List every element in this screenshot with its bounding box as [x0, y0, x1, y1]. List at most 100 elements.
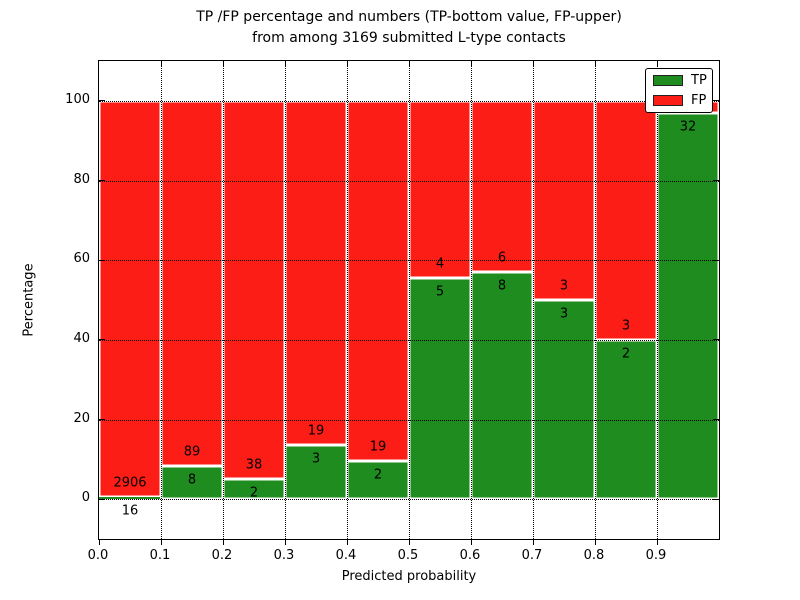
bar-segment-fp: [409, 100, 471, 278]
legend-label-tp: TP: [691, 73, 707, 89]
bar-segment-fp: [595, 100, 657, 340]
x-tick-label: 0.1: [149, 548, 171, 563]
x-tick-mark-top: [284, 61, 286, 67]
y-tick-label: 60: [73, 251, 90, 267]
bar-count-label-tp: 3: [559, 306, 569, 322]
bar-segment-tp: [99, 496, 161, 500]
bar-segment-tp: [471, 271, 533, 500]
chart-title-line1: TP /FP percentage and numbers (TP-bottom…: [196, 9, 622, 25]
bar-segment-fp: [161, 100, 223, 467]
grid-line-v: [533, 61, 534, 539]
x-tick-label: 0.7: [521, 548, 543, 563]
x-tick-mark: [532, 539, 534, 545]
legend-swatch-fp-icon: [653, 94, 683, 106]
bar-count-label-tp: 3: [311, 451, 321, 467]
y-tick-mark: [99, 180, 105, 181]
x-axis-label: Predicted probability: [341, 569, 477, 584]
bar-count-label-fp: 19: [369, 439, 387, 455]
x-tick-label: 0.5: [397, 548, 419, 563]
x-tick-label: 0.2: [211, 548, 233, 563]
bar-count-label-fp: 6: [497, 250, 507, 266]
y-tick-mark: [99, 339, 105, 341]
legend-swatch-tp-icon: [653, 75, 683, 87]
y-tick-mark: [99, 100, 105, 102]
x-tick-mark: [408, 539, 410, 545]
bar-segment-fp: [347, 100, 409, 462]
bar-count-label-fp: 38: [245, 457, 263, 473]
y-axis-label: Percentage: [21, 263, 37, 337]
chart-title-line2: from among 3169 submitted L-type contact…: [252, 30, 566, 46]
legend: TP FP: [645, 68, 713, 113]
grid-line-v: [595, 61, 596, 539]
y-tick-label: 20: [73, 410, 90, 426]
y-tick-mark: [99, 498, 105, 500]
bar-count-label-tp: 2: [249, 485, 259, 501]
x-tick-label: 0.6: [459, 548, 481, 563]
bar-segment-tp: [533, 300, 595, 500]
y-tick-mark-right: [713, 100, 719, 102]
plot-area: 29061689838219319245683332132: [98, 60, 720, 545]
x-tick-mark-top: [656, 61, 658, 67]
bar-count-label-tp: 8: [187, 472, 197, 488]
x-tick-mark: [594, 539, 596, 545]
y-tick-label: 80: [73, 171, 90, 187]
bar-segment-tp: [347, 461, 409, 500]
bar-segment-tp: [223, 479, 285, 500]
y-tick-label: 40: [73, 330, 90, 346]
bar-segment-fp: [533, 100, 595, 300]
bar-segment-fp: [471, 100, 533, 272]
legend-item-tp: TP: [653, 74, 712, 87]
y-tick-mark-right: [713, 498, 719, 500]
x-tick-mark: [222, 539, 224, 545]
x-tick-mark: [346, 539, 348, 545]
bar-count-label-tp: 5: [435, 284, 445, 300]
bar-count-label-fp: 3: [621, 318, 631, 334]
chart-title: TP /FP percentage and numbers (TP-bottom…: [98, 7, 720, 49]
x-tick-mark: [98, 539, 100, 545]
grid-line-v: [409, 61, 410, 539]
x-tick-mark: [284, 539, 286, 545]
bar-count-label-fp: 3: [559, 278, 569, 294]
x-tick-label: 0.4: [335, 548, 357, 563]
bar-segment-tp: [285, 444, 347, 500]
bar-segment-fp: [223, 100, 285, 480]
y-tick-mark: [99, 419, 105, 420]
bar-count-label-fp: 89: [183, 444, 201, 460]
x-tick-mark-top: [470, 61, 472, 67]
x-tick-mark-top: [594, 61, 596, 67]
bar-count-label-tp: 8: [497, 278, 507, 294]
bar-segment-fp: [99, 100, 161, 497]
x-tick-mark: [470, 539, 472, 545]
x-tick-mark: [160, 539, 162, 545]
x-tick-mark-top: [408, 61, 410, 67]
y-tick-label: 0: [81, 490, 90, 506]
grid-line-v: [471, 61, 472, 539]
grid-line-v: [161, 61, 162, 539]
bar-count-label-tp: 32: [679, 119, 697, 135]
x-tick-mark-top: [160, 61, 162, 67]
bar-segment-tp: [657, 112, 719, 500]
y-tick-mark-right: [713, 259, 719, 261]
y-tick-mark-right: [713, 180, 719, 181]
grid-line-v: [223, 61, 224, 539]
y-tick-label: 100: [65, 91, 90, 107]
grid-line-v: [285, 61, 286, 539]
x-tick-label: 0.0: [87, 548, 109, 563]
bar-count-label-tp: 2: [373, 467, 383, 483]
bar-segment-tp: [161, 466, 223, 500]
x-tick-mark-top: [222, 61, 224, 67]
y-tick-mark-right: [713, 419, 719, 420]
bar-segment-tp: [595, 339, 657, 500]
bar-count-label-tp: 16: [121, 503, 139, 519]
x-tick-mark-top: [532, 61, 534, 67]
x-tick-label: 0.8: [583, 548, 605, 563]
x-tick-label: 0.9: [645, 548, 667, 563]
bar-count-label-fp: 4: [435, 256, 445, 272]
x-tick-mark: [656, 539, 658, 545]
bar-segment-tp: [409, 277, 471, 500]
grid-line-v: [347, 61, 348, 539]
bar-count-label-fp: 2906: [113, 475, 147, 491]
y-tick-mark-right: [713, 339, 719, 341]
bar-count-label-fp: 19: [307, 423, 325, 439]
